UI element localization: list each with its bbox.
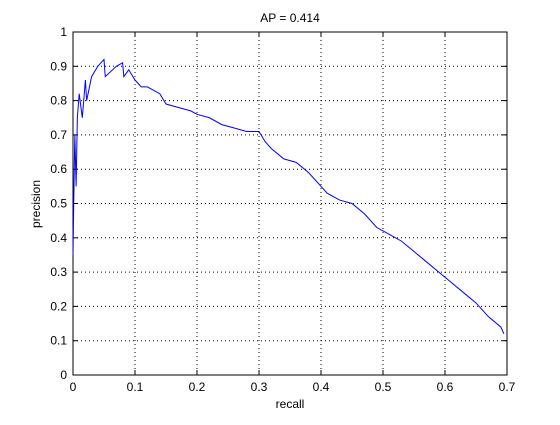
y-axis-label: precision <box>29 180 43 228</box>
x-tick-label: 0.2 <box>189 380 206 394</box>
x-tick-label: 0.1 <box>127 380 144 394</box>
y-tick-label: 0.3 <box>50 265 67 279</box>
y-tick-label: 0.9 <box>50 59 67 73</box>
x-axis-label: recall <box>276 397 305 411</box>
x-tick-label: 0.7 <box>499 380 516 394</box>
chart-title: AP = 0.414 <box>260 11 320 25</box>
pr-curve <box>72 58 505 335</box>
x-tick-label: 0.3 <box>251 380 268 394</box>
y-tick-label: 0 <box>60 368 67 382</box>
plot-frame <box>72 31 508 376</box>
y-tick-label: 0.8 <box>50 94 67 108</box>
y-tick-label: 0.1 <box>50 334 67 348</box>
x-tick-label: 0.5 <box>375 380 392 394</box>
x-tick-label: 0.4 <box>313 380 330 394</box>
y-tick-label: 0.7 <box>50 128 67 142</box>
y-tick-label: 0.2 <box>50 299 67 313</box>
y-tick-label: 0.5 <box>50 197 67 211</box>
y-tick-label: 1 <box>60 25 67 39</box>
y-tick-label: 0.6 <box>50 162 67 176</box>
x-tick-label: 0 <box>70 380 77 394</box>
x-tick-label: 0.6 <box>437 380 454 394</box>
y-tick-label: 0.4 <box>50 231 67 245</box>
